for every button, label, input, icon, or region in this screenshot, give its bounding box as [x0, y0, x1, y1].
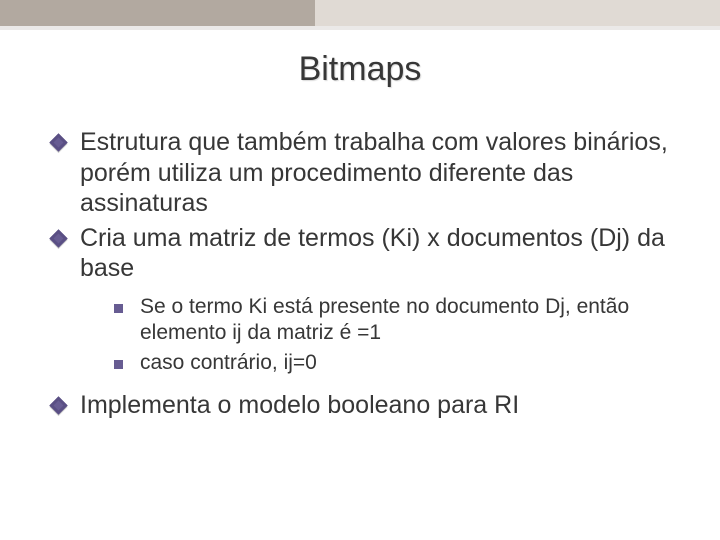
- sub-list-item: caso contrário, ij=0: [114, 350, 682, 376]
- slide-content: Bitmaps Estrutura que também trabalha co…: [0, 26, 720, 421]
- slide-title: Bitmaps: [38, 50, 682, 89]
- list-item-text: Estrutura que também trabalha com valore…: [80, 128, 668, 217]
- bullet-list: Estrutura que também trabalha com valore…: [52, 127, 682, 421]
- decorative-top-band: [0, 0, 720, 26]
- sub-list-item-text: Se o termo Ki está presente no documento…: [140, 295, 629, 344]
- list-item-text: Implementa o modelo booleano para RI: [80, 391, 519, 419]
- list-item-text: Cria uma matriz de termos (Ki) x documen…: [80, 224, 665, 283]
- sub-list-item-text: caso contrário, ij=0: [140, 351, 317, 374]
- sub-bullet-list: Se o termo Ki está presente no documento…: [114, 294, 682, 377]
- list-item: Estrutura que também trabalha com valore…: [52, 127, 682, 219]
- list-item: Cria uma matriz de termos (Ki) x documen…: [52, 223, 682, 377]
- sub-list-item: Se o termo Ki está presente no documento…: [114, 294, 682, 347]
- list-item: Implementa o modelo booleano para RI: [52, 390, 682, 421]
- decorative-top-box: [0, 0, 315, 26]
